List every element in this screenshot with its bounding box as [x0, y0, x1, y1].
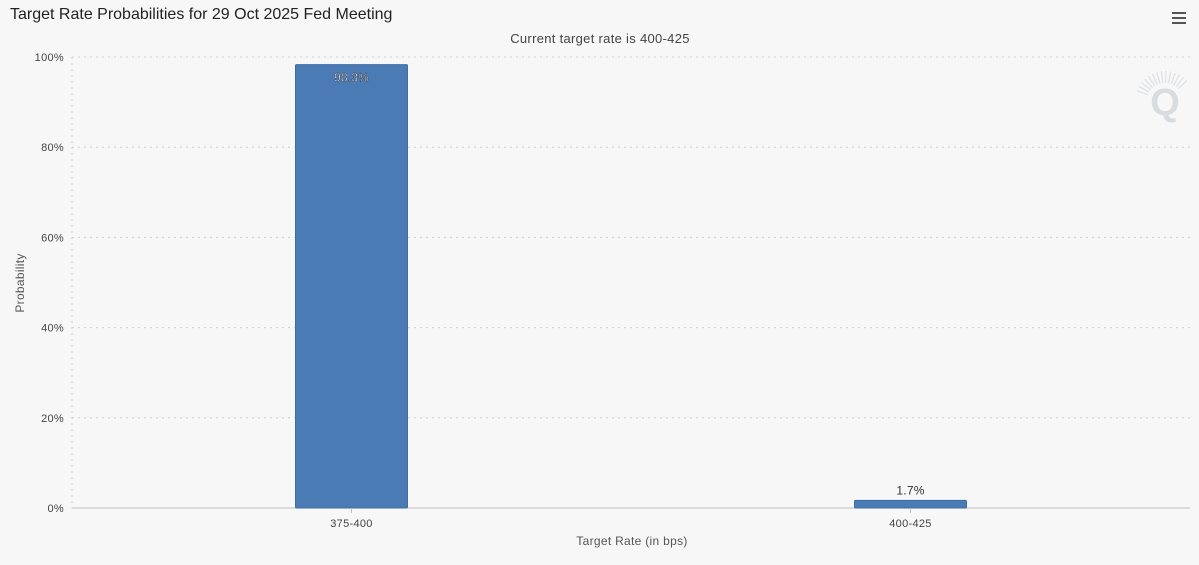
- data-label: 98.3%: [334, 71, 369, 85]
- y-tick-label: 80%: [41, 142, 64, 154]
- bars: 98.3% 1.7%: [295, 64, 967, 509]
- hamburger-menu-icon[interactable]: [1166, 8, 1188, 28]
- x-tick-label: 375-400: [330, 518, 372, 530]
- bar-400-425[interactable]: [854, 499, 967, 509]
- y-tick-label: 20%: [41, 413, 64, 425]
- x-axis: 375-400 400-425: [330, 508, 931, 530]
- y-axis-title: Probability: [13, 253, 27, 312]
- y-axis: 0% 20% 40% 60% 80% 100%: [35, 52, 64, 515]
- svg-text:Q: Q: [1150, 82, 1180, 124]
- grid-lines: [71, 56, 1190, 508]
- y-tick-label: 100%: [35, 52, 64, 64]
- chart-subtitle: Current target rate is 400-425: [510, 31, 690, 46]
- y-tick-label: 0%: [48, 503, 65, 515]
- y-tick-label: 60%: [41, 232, 64, 244]
- x-axis-title: Target Rate (in bps): [576, 534, 687, 548]
- chart-title: Target Rate Probabilities for 29 Oct 202…: [10, 6, 393, 23]
- data-label: 1.7%: [896, 483, 924, 497]
- y-tick-label: 40%: [41, 323, 64, 335]
- q-logo-icon: Q: [1136, 70, 1188, 124]
- bar-375-400[interactable]: [295, 64, 408, 509]
- x-tick-label: 400-425: [889, 518, 931, 530]
